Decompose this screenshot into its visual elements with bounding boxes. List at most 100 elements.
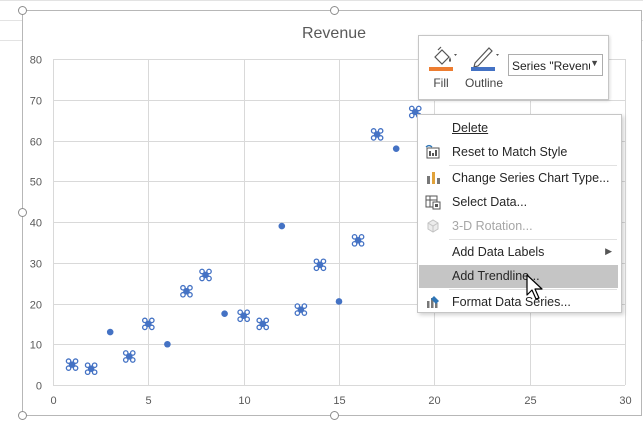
data-point[interactable] [199, 268, 212, 282]
selection-handle [377, 135, 384, 141]
menu-item-add-trendline[interactable]: Add Trendline... [419, 265, 618, 288]
selection-handle [320, 258, 327, 265]
chart-title[interactable]: Revenue [302, 25, 366, 42]
menu-item-select-data[interactable]: Select Data... [419, 191, 618, 214]
selection-handle [377, 128, 384, 134]
y-tick-label: 20 [30, 300, 42, 312]
x-tick-label: 25 [524, 395, 536, 407]
x-tick-label: 5 [145, 395, 151, 407]
selection-handle [91, 362, 98, 369]
select-data-icon [425, 195, 441, 210]
data-point[interactable] [122, 350, 136, 363]
selection-handle [415, 105, 422, 112]
menu-item-add-data-labels[interactable]: Add Data Labels ▶ [419, 241, 618, 264]
selection-handle [320, 265, 327, 272]
fill-label: Fill [433, 76, 449, 90]
selection-handle [294, 303, 301, 309]
selection-handle [206, 275, 212, 282]
menu-item-format-data-series[interactable]: Format Data Series... [419, 291, 618, 314]
data-point[interactable] [351, 233, 365, 247]
menu-item-3d-rotation[interactable]: 3-D Rotation... [419, 215, 618, 238]
x-tick-label: 30 [619, 395, 631, 407]
reset-style-icon [425, 144, 440, 159]
y-tick-label: 50 [30, 177, 42, 189]
resize-handle-left[interactable] [18, 208, 27, 217]
chevron-right-icon: ▶ [605, 246, 612, 256]
selection-handle [65, 358, 72, 364]
selection-handle [294, 310, 301, 316]
selection-handle [84, 369, 91, 376]
series-selector-value: Series "Revenue" [512, 59, 590, 73]
selection-handle [148, 324, 155, 331]
selection-handle [141, 317, 148, 324]
selection-handle [263, 317, 270, 324]
resize-handle-bottom[interactable] [330, 411, 339, 420]
data-series-revenue[interactable] [65, 105, 422, 376]
selection-handle [65, 365, 72, 371]
selection-handle [180, 291, 186, 298]
selection-handle [263, 324, 270, 331]
menu-separator [449, 165, 617, 166]
y-tick-label: 0 [36, 381, 42, 393]
selection-handle [206, 268, 212, 275]
data-point[interactable] [237, 309, 251, 323]
menu-item-change-chart-type[interactable]: Change Series Chart Type... [419, 167, 618, 190]
selection-handle [301, 310, 308, 316]
y-tick-label: 10 [30, 340, 42, 352]
selection-handle [256, 324, 263, 331]
data-point[interactable] [370, 128, 384, 141]
menu-item-label: Change Series Chart Type... [452, 171, 610, 185]
outline-label: Outline [464, 76, 504, 90]
pen-icon [471, 47, 499, 71]
data-point[interactable] [65, 358, 79, 371]
outline-color-swatch [471, 67, 495, 71]
fill-button[interactable]: Fill [423, 40, 459, 94]
menu-item-label: 3-D Rotation... [452, 219, 533, 233]
data-point[interactable] [141, 317, 155, 331]
selection-handle [244, 309, 251, 316]
rotation-icon [427, 219, 439, 233]
resize-handle-bottom-left[interactable] [18, 411, 27, 420]
y-tick-label: 80 [30, 55, 42, 67]
selection-handle [199, 275, 205, 282]
data-point[interactable] [180, 284, 193, 298]
selection-handle [358, 240, 365, 247]
menu-item-delete[interactable]: Delete [419, 117, 618, 140]
data-point[interactable] [84, 362, 98, 376]
selection-handle [408, 112, 415, 119]
selection-handle [91, 369, 98, 376]
chart-type-icon [427, 172, 440, 184]
data-point[interactable] [294, 303, 308, 316]
outline-button[interactable]: Outline [463, 40, 505, 94]
menu-item-label: Format Data Series... [452, 295, 571, 309]
data-point[interactable] [335, 298, 343, 305]
series-selector-dropdown[interactable]: Series "Revenue" ▼ [508, 54, 603, 76]
x-tick-label: 20 [428, 395, 440, 407]
resize-handle-top-left[interactable] [18, 6, 27, 15]
selection-handle [351, 240, 358, 247]
data-point[interactable] [164, 340, 171, 348]
data-point[interactable] [392, 145, 400, 152]
x-tick-label: 10 [238, 395, 250, 407]
menu-item-label: Delete [452, 121, 488, 135]
selection-handle [408, 105, 415, 112]
selection-handle [122, 357, 129, 363]
selection-handle [72, 365, 79, 371]
selection-handle [301, 303, 308, 309]
selection-handle [187, 284, 193, 291]
menu-item-label: Add Data Labels [452, 245, 545, 259]
mouse-pointer-icon [526, 274, 543, 300]
selection-handle [370, 128, 377, 134]
data-point[interactable] [313, 258, 327, 272]
menu-item-reset-style[interactable]: Reset to Match Style [419, 141, 618, 164]
resize-handle-top[interactable] [330, 6, 339, 15]
menu-item-label: Reset to Match Style [452, 145, 568, 159]
selection-handle [237, 309, 244, 316]
data-point[interactable] [221, 310, 228, 317]
y-tick-label: 40 [30, 218, 42, 230]
data-point[interactable] [256, 317, 270, 331]
selection-handle [313, 265, 320, 272]
data-point[interactable] [278, 222, 286, 230]
selection-handle [141, 324, 148, 331]
data-point[interactable] [106, 328, 114, 336]
